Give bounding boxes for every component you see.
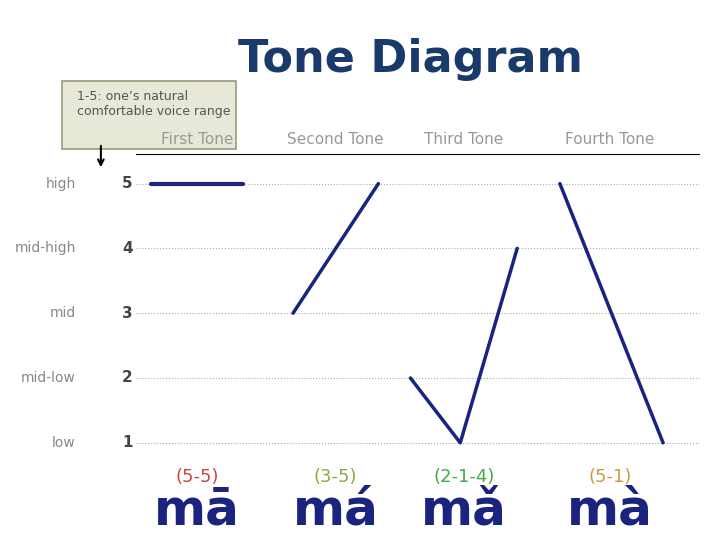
Text: (2-1-4): (2-1-4) — [433, 468, 495, 486]
Text: 2: 2 — [122, 370, 133, 386]
Text: Third Tone: Third Tone — [424, 132, 503, 147]
Text: mid: mid — [50, 306, 76, 320]
Text: mǎ: mǎ — [421, 487, 507, 535]
Text: First Tone: First Tone — [161, 132, 233, 147]
Text: Fourth Tone: Fourth Tone — [565, 132, 654, 147]
Text: 4: 4 — [122, 241, 133, 256]
Text: 1: 1 — [122, 435, 132, 450]
Text: high: high — [46, 177, 76, 191]
FancyBboxPatch shape — [62, 81, 236, 148]
Text: (5-1): (5-1) — [588, 468, 631, 486]
Text: má: má — [293, 487, 379, 535]
Text: mid-low: mid-low — [21, 371, 76, 385]
Text: Tone Diagram: Tone Diagram — [238, 38, 582, 81]
Text: (3-5): (3-5) — [314, 468, 357, 486]
Text: low: low — [53, 436, 76, 450]
Text: 1-5: one’s natural
comfortable voice range: 1-5: one’s natural comfortable voice ran… — [77, 90, 231, 118]
Text: 5: 5 — [122, 176, 133, 191]
Text: mid-high: mid-high — [14, 241, 76, 255]
Text: Second Tone: Second Tone — [287, 132, 384, 147]
Text: mā: mā — [154, 487, 240, 535]
Text: mà: mà — [567, 487, 652, 535]
Text: (5-5): (5-5) — [175, 468, 219, 486]
Text: 3: 3 — [122, 306, 133, 321]
